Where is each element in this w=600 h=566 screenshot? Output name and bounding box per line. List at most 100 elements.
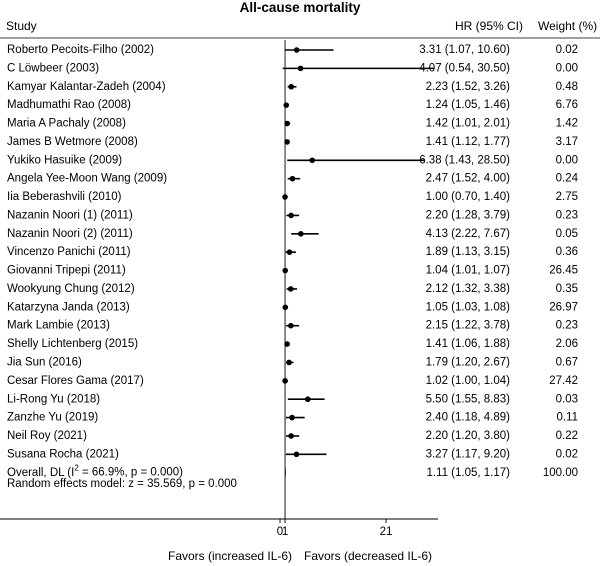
study-label: Katarzyna Janda (2013) <box>7 301 130 313</box>
study-label: Yukiko Hasuike (2009) <box>7 154 122 166</box>
weight-text: 0.36 <box>556 246 578 258</box>
hr-ci-text: 2.20 (1.28, 3.79) <box>426 209 511 221</box>
point-estimate <box>298 231 304 237</box>
study-column-header: Study <box>6 19 37 33</box>
weight-text: 27.42 <box>549 375 578 387</box>
x-tick-label: 21 <box>380 526 393 538</box>
weight-text: 0.35 <box>556 283 578 295</box>
weight-text: 0.03 <box>556 393 578 405</box>
weight-text: 0.23 <box>556 209 578 221</box>
point-estimate <box>284 341 290 347</box>
study-label: Cesar Flores Gama (2017) <box>7 375 144 387</box>
study-label: Neil Roy (2021) <box>7 430 87 442</box>
weight-text: 1.42 <box>556 118 578 130</box>
hr-ci-text: 2.15 (1.22, 3.78) <box>426 320 511 332</box>
weight-text: 0.67 <box>556 356 578 368</box>
hr-ci-text: 1.41 (1.12, 1.77) <box>426 136 511 148</box>
weight-text: 0.48 <box>556 81 578 93</box>
study-label: Iia Beberashvili (2010) <box>7 191 122 203</box>
hr-ci-text: 2.47 (1.52, 4.00) <box>426 173 511 185</box>
study-label: Kamyar Kalantar-Zadeh (2004) <box>7 81 166 93</box>
weight-text: 2.06 <box>556 338 578 350</box>
study-label: Madhumathi Rao (2008) <box>7 99 131 111</box>
weight-text: 0.05 <box>556 228 578 240</box>
study-label: James B Wetmore (2008) <box>7 136 138 148</box>
weight-text: 0.23 <box>556 320 578 332</box>
study-label: Mark Lambie (2013) <box>7 320 110 332</box>
point-estimate <box>287 286 294 292</box>
study-label: Vincenzo Panichi (2011) <box>7 246 131 258</box>
hr-ci-text: 1.02 (1.00, 1.04) <box>426 375 511 387</box>
point-estimate <box>284 139 290 145</box>
weight-text: 0.00 <box>556 62 578 74</box>
hr-ci-text: 1.42 (1.01, 2.01) <box>426 118 511 130</box>
hr-ci-text: 2.20 (1.20, 3.80) <box>426 430 511 442</box>
hr-ci-text: 4.07 (0.54, 30.50) <box>419 62 510 74</box>
weight-column-header: Weight (%) <box>538 19 598 33</box>
weight-text: 3.17 <box>556 136 578 148</box>
random-effects-text: Random effects model: z = 35.569, p = 0.… <box>7 478 237 490</box>
point-estimate <box>304 396 311 403</box>
study-label: Maria A Pachaly (2008) <box>7 118 126 130</box>
favors-right-label: Favors (decreased IL-6) <box>304 549 433 563</box>
hr-ci-text: 1.41 (1.06, 1.88) <box>426 338 511 350</box>
hr-ci-text: 1.00 (0.70, 1.40) <box>426 191 511 203</box>
study-label: Angela Yee-Moon Wang (2009) <box>7 173 167 185</box>
weight-text: 0.02 <box>556 44 578 56</box>
weight-text: 26.97 <box>549 301 578 313</box>
point-estimate <box>288 212 294 219</box>
hr-ci-text: 5.50 (1.55, 8.83) <box>426 393 511 405</box>
hr-ci-text: 2.40 (1.18, 4.89) <box>426 412 511 424</box>
study-label: Jia Sun (2016) <box>7 356 82 368</box>
weight-text: 26.45 <box>549 265 578 277</box>
overall-weight-text: 100.00 <box>543 467 578 479</box>
overall-diamond <box>285 466 286 479</box>
point-estimate <box>288 322 294 329</box>
hr-ci-text: 6.38 (1.43, 28.50) <box>419 154 510 166</box>
hr-ci-text: 2.23 (1.52, 3.26) <box>426 81 511 93</box>
overall-hr-ci-text: 1.11 (1.05, 1.17) <box>426 467 510 479</box>
study-label: Roberto Pecoits-Filho (2002) <box>7 44 154 56</box>
hr-column-header: HR (95% CI) <box>455 19 524 33</box>
hr-ci-text: 1.04 (1.01, 1.07) <box>426 265 511 277</box>
favors-left-label: Favors (increased IL-6) <box>168 549 293 563</box>
point-estimate <box>293 451 300 458</box>
point-estimate <box>286 359 292 366</box>
study-label: Li-Rong Yu (2018) <box>7 393 100 405</box>
weight-text: 0.11 <box>556 412 578 424</box>
weight-text: 0.02 <box>556 448 578 460</box>
point-estimate <box>297 65 304 72</box>
study-label: Zanzhe Yu (2019) <box>7 412 98 424</box>
study-label: Giovanni Tripepi (2011) <box>7 265 126 277</box>
point-estimate <box>309 157 316 164</box>
study-label: Shelly Lichtenberg (2015) <box>7 338 138 350</box>
study-label: Susana Rocha (2021) <box>7 448 119 460</box>
weight-text: 0.24 <box>556 173 579 185</box>
overall-label: Overall, DL (I2 = 66.9%, p = 0.000) <box>7 463 183 478</box>
study-label: C Löwbeer (2003) <box>7 62 99 74</box>
point-estimate <box>288 83 295 90</box>
weight-text: 0.22 <box>556 430 578 442</box>
point-estimate <box>289 414 295 421</box>
point-estimate <box>283 102 290 108</box>
weight-text: 0.00 <box>556 154 578 166</box>
point-estimate <box>289 175 296 182</box>
study-label: Nazanin Noori (2) (2011) <box>7 228 133 240</box>
x-tick-label: 1 <box>282 526 288 538</box>
hr-ci-text: 1.89 (1.13, 3.15) <box>426 246 511 258</box>
weight-text: 2.75 <box>556 191 578 203</box>
hr-ci-text: 1.05 (1.03, 1.08) <box>426 301 511 313</box>
point-estimate <box>293 47 300 53</box>
study-label: Wookyung Chung (2012) <box>7 283 135 295</box>
hr-ci-text: 1.24 (1.05, 1.46) <box>426 99 511 111</box>
hr-ci-text: 2.12 (1.32, 3.38) <box>426 283 511 295</box>
point-estimate <box>288 433 294 439</box>
chart-title: All-cause mortality <box>239 0 361 15</box>
study-label: Nazanin Noori (1) (2011) <box>7 209 133 221</box>
hr-ci-text: 3.27 (1.17, 9.20) <box>426 448 511 460</box>
weight-text: 6.76 <box>556 99 578 111</box>
hr-ci-text: 3.31 (1.07, 10.60) <box>419 44 510 56</box>
hr-ci-text: 4.13 (2.22, 7.67) <box>426 228 511 240</box>
point-estimate <box>284 120 290 127</box>
